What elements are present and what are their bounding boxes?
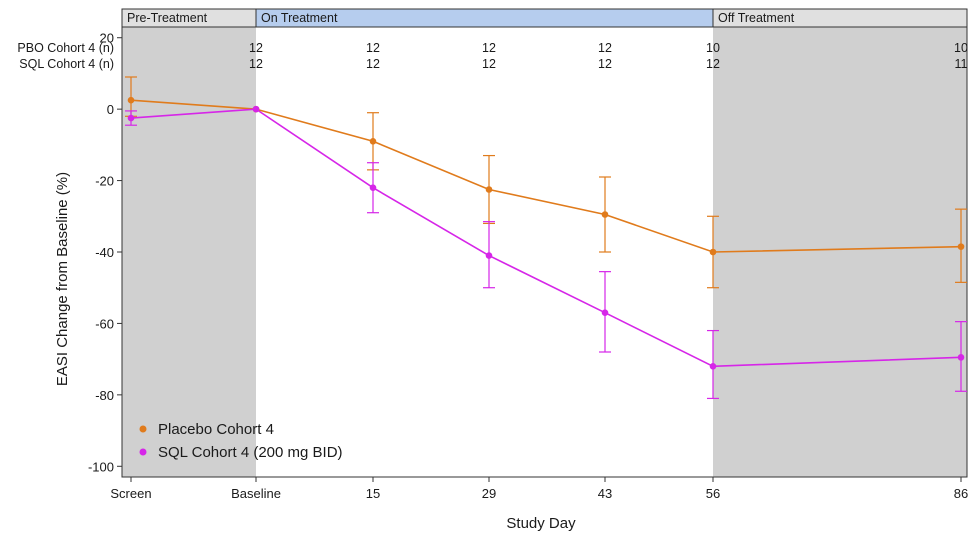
x-axis: Screen Baseline 15 29 43 56 86 xyxy=(110,477,968,501)
data-point xyxy=(127,114,135,122)
count-value: 12 xyxy=(598,57,612,71)
data-point xyxy=(957,243,965,250)
participant-count-table: PBO Cohort 4 (n) 12 12 12 12 10 10 SQL Cohort 4… xyxy=(17,41,968,71)
data-point xyxy=(369,137,377,145)
legend-marker xyxy=(139,448,147,456)
count-value: 12 xyxy=(249,57,263,71)
data-point xyxy=(252,105,260,113)
count-value: 10 xyxy=(954,41,968,55)
phase-label-pre-treatment: Pre-Treatment xyxy=(127,11,208,25)
x-tick-label: 43 xyxy=(598,486,612,501)
count-value: 12 xyxy=(598,41,612,55)
phase-shading-layer xyxy=(122,27,967,477)
data-point xyxy=(369,184,377,192)
y-tick-label: -100 xyxy=(88,459,114,474)
y-tick-label: -80 xyxy=(95,388,114,403)
x-tick-label: Screen xyxy=(110,486,151,501)
phase-shading-off-treatment xyxy=(713,27,967,477)
y-tick-label: -60 xyxy=(95,316,114,331)
y-tick-label: -40 xyxy=(95,245,114,260)
x-axis-title: Study Day xyxy=(506,515,576,532)
phase-header-off-treatment xyxy=(712,8,968,28)
y-axis-title: EASI Change from Baseline (%) xyxy=(54,172,71,386)
phase-label-off-treatment: Off Treatment xyxy=(718,11,795,25)
data-point xyxy=(601,309,609,317)
legend-label: Placebo Cohort 4 xyxy=(158,421,274,438)
series-layer xyxy=(125,76,967,400)
count-value: 12 xyxy=(706,57,720,71)
count-value: 12 xyxy=(366,57,380,71)
legend: Placebo Cohort 4 SQL Cohort 4 (200 mg BID… xyxy=(139,421,343,461)
x-tick-label: 15 xyxy=(366,486,380,501)
count-value: 12 xyxy=(366,41,380,55)
x-tick-label: 86 xyxy=(954,486,968,501)
data-point xyxy=(601,211,609,218)
y-tick-label: 20 xyxy=(100,31,114,46)
x-tick-label: Baseline xyxy=(231,486,281,501)
data-point xyxy=(485,252,493,259)
data-point xyxy=(709,248,717,256)
x-tick-label: 56 xyxy=(706,486,720,501)
y-axis: 20 0 -20 -40 -60 -80 -100 xyxy=(88,31,122,474)
x-tick-label: 29 xyxy=(482,486,496,501)
phase-shading-pre-treatment xyxy=(122,27,256,477)
count-row-label: SQL Cohort 4 (n) xyxy=(19,57,114,71)
legend-marker xyxy=(139,425,147,433)
count-value: 11 xyxy=(955,57,968,71)
y-tick-label: 0 xyxy=(107,102,114,117)
phase-header-bar: Pre-Treatment On Treatment Off Treatment xyxy=(121,8,968,28)
count-value: 12 xyxy=(482,41,496,55)
data-point xyxy=(957,354,965,361)
legend-label: SQL Cohort 4 (200 mg BID) xyxy=(158,444,343,461)
data-point xyxy=(485,186,493,193)
count-value: 10 xyxy=(706,41,720,55)
y-tick-label: -20 xyxy=(95,174,114,189)
count-value: 12 xyxy=(249,41,263,55)
data-point xyxy=(709,362,717,370)
count-value: 12 xyxy=(482,57,496,71)
phase-label-on-treatment: On Treatment xyxy=(261,11,338,25)
series-sql-cohort-4-200-mg-bid xyxy=(125,105,967,400)
count-row-label: PBO Cohort 4 (n) xyxy=(17,41,114,55)
data-point xyxy=(127,96,135,104)
